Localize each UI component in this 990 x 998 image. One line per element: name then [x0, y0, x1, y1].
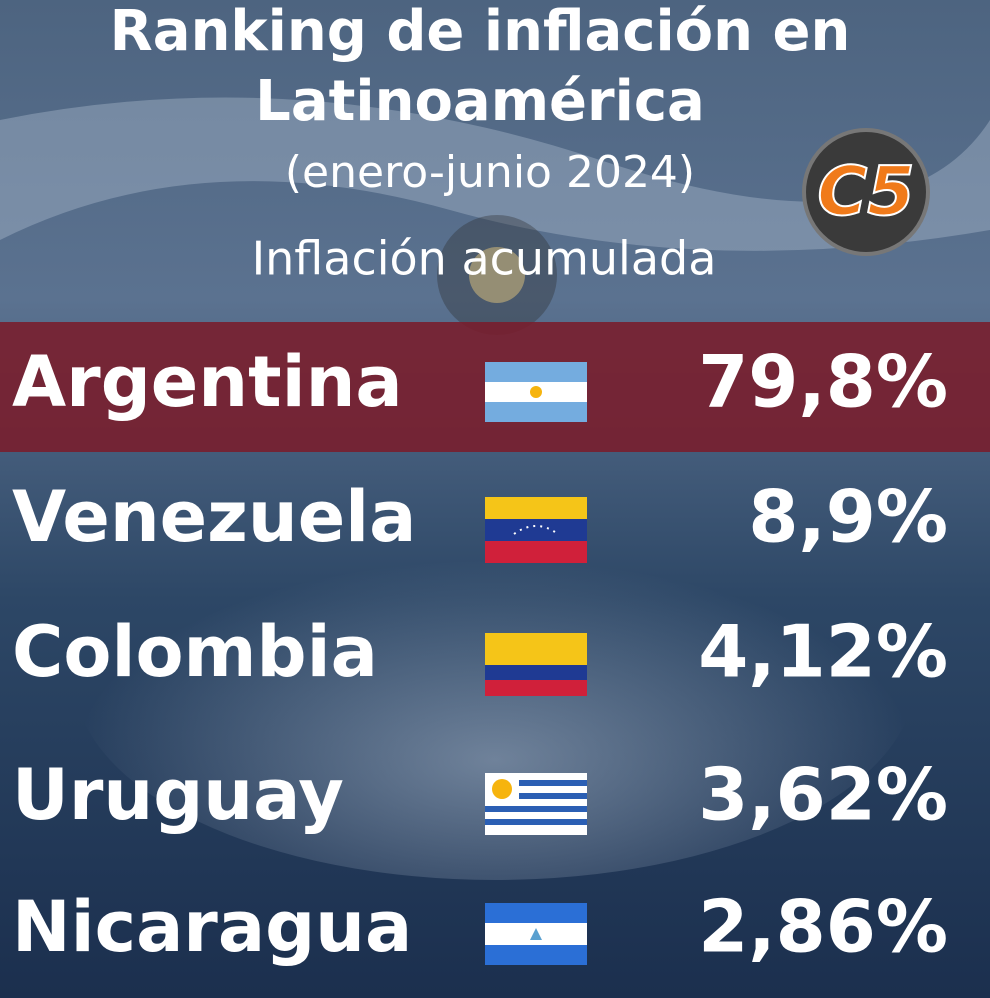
country-name: Nicaragua [12, 886, 412, 968]
flag-argentina [485, 362, 587, 422]
inflation-value: 8,9% [748, 475, 948, 559]
subtitle: (enero-junio 2024) [285, 147, 695, 198]
logo-text: C5 [817, 153, 914, 232]
flag-wave [0, 97, 990, 251]
inflation-value: 2,86% [698, 885, 948, 969]
inflation-value: 79,8% [698, 340, 948, 424]
flag-uruguay [485, 773, 587, 835]
title: Ranking de inflación en [110, 0, 851, 64]
flag-venezuela [485, 497, 587, 563]
country-name: Colombia [12, 611, 378, 693]
inflation-value: 4,12% [698, 610, 948, 694]
country-name: Argentina [12, 341, 403, 423]
caption: Inflación acumulada [252, 232, 717, 286]
sun-center [469, 247, 525, 303]
flag-colombia [485, 633, 587, 696]
title: Latinoamérica [255, 69, 705, 134]
country-name: Venezuela [12, 476, 416, 558]
country-name: Uruguay [12, 754, 344, 836]
flag-nicaragua [485, 903, 587, 965]
logo: C5 [802, 128, 930, 256]
inflation-value: 3,62% [698, 753, 948, 837]
